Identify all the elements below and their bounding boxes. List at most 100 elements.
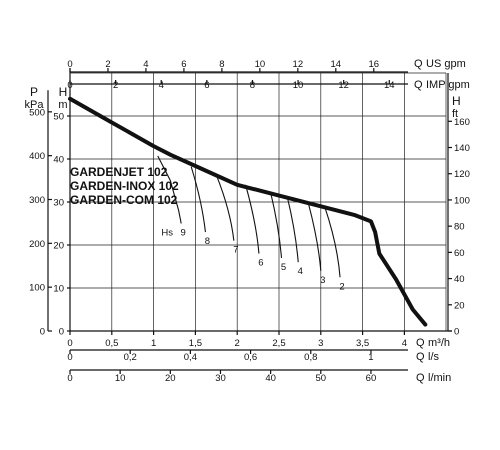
model-label-3: GARDEN-COM 102 — [70, 193, 178, 207]
imp-gpm-axis-unit: IMP gpm — [426, 79, 470, 91]
m3h-unit: m³/h — [428, 337, 450, 349]
lmin-axis-tick-label: 10 — [115, 373, 126, 384]
m3h-tick-label: 2 — [235, 338, 240, 349]
h-m-tick-label: 10 — [53, 284, 64, 295]
imp-gpm-axis-tick-label: 6 — [204, 80, 209, 91]
suction-curve-label-9: 9 — [181, 228, 186, 239]
suction-curve-hs-6 — [245, 184, 260, 254]
suction-curve-label-6: 6 — [258, 258, 263, 269]
p-kpa-tick-label: 300 — [29, 195, 45, 206]
h-ft-tick-label: 60 — [454, 248, 465, 259]
plot-grid — [70, 72, 447, 331]
h-m-tick-label: 50 — [53, 112, 64, 123]
h-ft-tick-label: 20 — [454, 300, 465, 311]
imp-gpm-axis-q-label: Q — [414, 79, 423, 91]
suction-curve-hs-3 — [307, 202, 322, 271]
us-gpm-axis-q-label: Q — [414, 58, 423, 70]
us-gpm-axis-tick-label: 10 — [255, 59, 266, 70]
us-gpm-axis-tick-label: 4 — [143, 59, 148, 70]
m3h-tick-label: 3,5 — [356, 338, 369, 349]
m3h-tick-label: 3 — [318, 338, 323, 349]
suction-curve-hs-2 — [324, 207, 341, 278]
m3h-tick-label: 4 — [402, 338, 407, 349]
plot-axes — [69, 68, 452, 332]
h-m-tick-label: 20 — [53, 241, 64, 252]
ls-axis-unit: l/s — [428, 351, 440, 363]
p-kpa-tick-label: 500 — [29, 107, 45, 118]
us-gpm-axis-tick-label: 16 — [368, 59, 379, 70]
lmin-axis-tick-label: 0 — [67, 373, 72, 384]
main-curve-group — [68, 96, 428, 327]
main-pump-curve — [68, 96, 428, 327]
h-m-axis-unit: m — [58, 99, 67, 111]
suction-curve-label-8: 8 — [205, 236, 210, 247]
p-kpa-tick-label: 0 — [40, 327, 45, 338]
h-m-axis-title: H — [59, 85, 68, 99]
us-gpm-axis-tick-label: 2 — [105, 59, 110, 70]
h-ft-tick-label: 160 — [454, 117, 470, 128]
ls-axis-tick-label: 0 — [67, 352, 72, 363]
ls-axis-tick-label: 0,4 — [184, 352, 197, 363]
lmin-axis-tick-label: 20 — [165, 373, 176, 384]
suction-curve-label-7: 7 — [233, 245, 238, 256]
p-axis-title: P — [30, 85, 38, 99]
imp-gpm-axis-tick-label: 12 — [338, 80, 349, 91]
lmin-axis-q-label: Q — [416, 372, 425, 384]
model-label-1: GARDENJET 102 — [70, 165, 168, 179]
suction-curves: 9 8 7 6 5 4 3 2 Hs — [157, 155, 345, 292]
ls-axis-q-label: Q — [416, 351, 425, 363]
p-kpa-tick-label: 400 — [29, 151, 45, 162]
imp-gpm-axis-tick-label: 10 — [293, 80, 304, 91]
p-kpa-tick-label: 100 — [29, 283, 45, 294]
h-ft-tick-label: 80 — [454, 222, 465, 233]
h-m-tick-label: 40 — [53, 155, 64, 166]
us-gpm-axis-tick-label: 8 — [219, 59, 224, 70]
ls-axis-tick-label: 0,8 — [304, 352, 317, 363]
lmin-axis-tick-label: 60 — [366, 373, 377, 384]
ls-axis-tick-label: 1 — [368, 352, 373, 363]
suction-curve-label-4: 4 — [298, 266, 303, 277]
h-ft-tick-label: 140 — [454, 143, 470, 154]
suction-curve-label-5: 5 — [281, 262, 286, 273]
h-ft-axis-title: H — [452, 94, 461, 108]
model-legend: GARDENJET 102 GARDEN-INOX 102 GARDEN-COM… — [70, 165, 179, 207]
us-gpm-axis-tick-label: 0 — [67, 59, 72, 70]
m3h-tick-label: 0 — [67, 338, 72, 349]
p-axis-unit: kPa — [25, 99, 45, 111]
suction-curve-label-2: 2 — [339, 281, 344, 292]
h-ft-tick-label: 100 — [454, 195, 470, 206]
suction-hs-label: Hs — [161, 228, 173, 239]
imp-gpm-axis-tick-label: 4 — [159, 80, 164, 91]
us-gpm-axis-tick-label: 12 — [293, 59, 304, 70]
p-kpa-tick-label: 200 — [29, 239, 45, 250]
suction-curve-hs-4 — [286, 197, 299, 263]
h-ft-axis-unit: ft — [452, 108, 458, 120]
lmin-axis-tick-label: 30 — [215, 373, 226, 384]
right-axis-ft: 0 20 40 60 80 100 120 140 160 Hft — [448, 94, 470, 338]
m3h-tick-label: 2,5 — [272, 338, 285, 349]
h-ft-tick-label: 120 — [454, 169, 470, 180]
us-gpm-axis-tick-label: 14 — [331, 59, 342, 70]
suction-curve-hs-9 — [157, 155, 182, 224]
h-ft-tick-label: 40 — [454, 274, 465, 285]
imp-gpm-axis-tick-label: 14 — [384, 80, 395, 91]
h-ft-tick-label: 0 — [454, 327, 459, 338]
suction-curve-hs-7 — [215, 174, 235, 241]
imp-gpm-axis-tick-label: 8 — [250, 80, 255, 91]
ls-axis-tick-label: 0,6 — [244, 352, 257, 363]
lmin-axis-tick-label: 40 — [265, 373, 276, 384]
imp-gpm-axis-tick-label: 0 — [67, 80, 72, 91]
imp-gpm-axis-tick-label: 2 — [113, 80, 118, 91]
model-label-2: GARDEN-INOX 102 — [70, 179, 179, 193]
h-m-tick-label: 30 — [53, 198, 64, 209]
m3h-q-label: Q — [416, 337, 425, 349]
m3h-tick-label: 1 — [151, 338, 156, 349]
lmin-axis-unit: l/min — [428, 372, 451, 384]
h-m-tick-label: 0 — [59, 327, 64, 338]
m3h-tick-label: 0,5 — [105, 338, 118, 349]
us-gpm-axis-unit: US gpm — [426, 58, 466, 70]
